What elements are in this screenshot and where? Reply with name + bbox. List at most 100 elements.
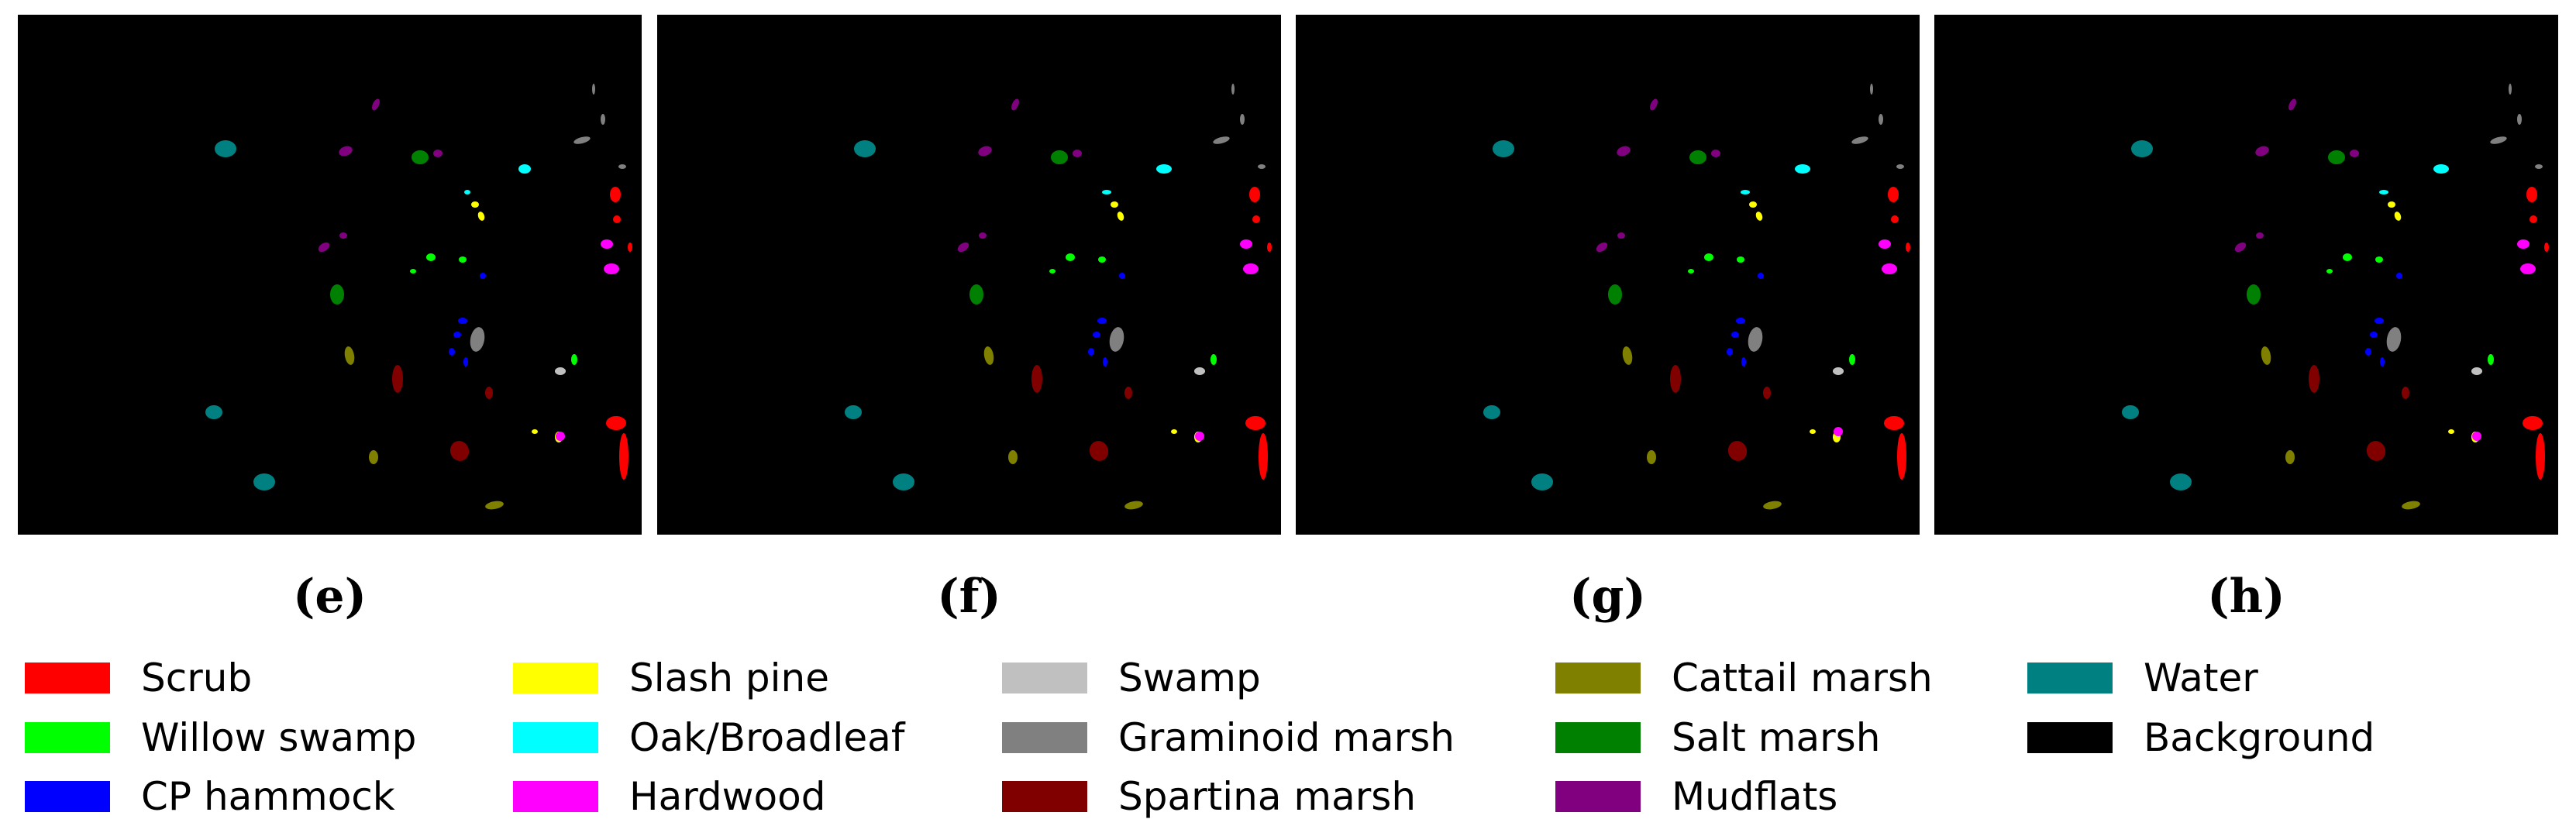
class-region bbox=[2328, 150, 2345, 164]
class-region bbox=[410, 269, 416, 274]
class-region bbox=[1884, 416, 1904, 430]
class-region bbox=[1741, 357, 1746, 367]
class-region bbox=[215, 140, 236, 157]
class-region bbox=[2309, 365, 2319, 393]
class-region bbox=[2536, 433, 2545, 480]
class-region bbox=[318, 242, 330, 253]
legend-swatch bbox=[1002, 663, 1087, 693]
class-region bbox=[1749, 201, 1757, 208]
class-region bbox=[1213, 136, 1230, 144]
legend-label: Salt marsh bbox=[1672, 715, 1881, 760]
class-region bbox=[1834, 427, 1843, 436]
panel-caption-g: (g) bbox=[1569, 570, 1646, 624]
class-region bbox=[253, 473, 275, 490]
class-region bbox=[372, 98, 380, 111]
class-region bbox=[2386, 327, 2402, 352]
class-region bbox=[2530, 215, 2537, 223]
class-region bbox=[606, 416, 626, 430]
class-region bbox=[2517, 239, 2530, 249]
legend-label: Scrub bbox=[141, 656, 253, 700]
class-region bbox=[2375, 256, 2383, 263]
class-region bbox=[1647, 450, 1656, 464]
class-region bbox=[1727, 441, 1748, 461]
class-region bbox=[1670, 365, 1681, 393]
class-region bbox=[2350, 150, 2359, 157]
class-region bbox=[1758, 273, 1764, 279]
class-region bbox=[2122, 405, 2139, 419]
class-region bbox=[571, 354, 577, 365]
class-region bbox=[969, 284, 983, 305]
class-region bbox=[2343, 253, 2352, 261]
class-region bbox=[433, 150, 443, 157]
class-region bbox=[2448, 429, 2454, 434]
class-region bbox=[601, 114, 605, 125]
class-region bbox=[592, 84, 595, 95]
panel-caption-h: (h) bbox=[2207, 570, 2285, 624]
class-region bbox=[1093, 332, 1100, 338]
class-region bbox=[1051, 150, 1068, 164]
legend-swatch bbox=[513, 781, 598, 812]
class-region bbox=[845, 405, 862, 419]
class-region bbox=[1897, 433, 1906, 480]
class-region bbox=[1906, 243, 1910, 252]
class-region bbox=[412, 150, 429, 164]
classification-map-h bbox=[1934, 15, 2558, 535]
class-region bbox=[628, 243, 632, 252]
legend-label: Mudflats bbox=[1672, 774, 1838, 819]
class-region bbox=[1755, 212, 1763, 221]
class-region bbox=[339, 146, 353, 157]
class-region bbox=[1267, 243, 1272, 252]
class-region bbox=[339, 232, 347, 239]
legend-item-willow-swamp: Willow swamp bbox=[25, 714, 416, 761]
class-region bbox=[464, 190, 470, 194]
class-region bbox=[1731, 332, 1739, 338]
legend-label: Willow swamp bbox=[141, 715, 417, 760]
class-region bbox=[1763, 387, 1771, 399]
class-region bbox=[2523, 416, 2543, 430]
class-region bbox=[2520, 263, 2536, 274]
class-region bbox=[1194, 367, 1205, 375]
class-region bbox=[205, 405, 222, 419]
legend-swatch bbox=[1002, 781, 1087, 812]
legend-item-cattail-marsh: Cattail marsh bbox=[1555, 655, 1933, 701]
class-region bbox=[1810, 429, 1816, 434]
class-region bbox=[1089, 441, 1109, 461]
class-region bbox=[1119, 273, 1125, 279]
legend-item-oak-broadleaf: Oak/Broadleaf bbox=[513, 714, 904, 761]
class-region bbox=[449, 441, 470, 461]
legend-item-cp-hammock: CP hammock bbox=[25, 773, 395, 820]
class-region bbox=[978, 146, 992, 157]
class-region bbox=[1240, 239, 1252, 249]
class-region bbox=[2488, 354, 2494, 365]
class-region bbox=[2375, 318, 2384, 324]
class-region bbox=[2490, 136, 2507, 144]
class-region bbox=[1243, 263, 1259, 274]
class-region bbox=[426, 253, 436, 261]
class-region bbox=[1259, 433, 1268, 480]
class-region bbox=[2285, 450, 2295, 464]
class-region bbox=[1098, 256, 1106, 263]
legend-label: Oak/Broadleaf bbox=[629, 715, 905, 760]
class-region bbox=[1888, 187, 1899, 202]
classification-map-f bbox=[657, 15, 1281, 535]
class-region bbox=[1066, 253, 1075, 261]
class-region bbox=[2509, 84, 2512, 95]
class-region bbox=[1493, 140, 1514, 157]
class-region bbox=[619, 433, 629, 480]
legend-label: Water bbox=[2144, 656, 2258, 700]
class-region bbox=[2131, 140, 2153, 157]
legend-item-spartina-marsh: Spartina marsh bbox=[1002, 773, 1416, 820]
class-region bbox=[2247, 284, 2261, 305]
class-region bbox=[1741, 190, 1750, 194]
legend-item-background: Background bbox=[2027, 714, 2375, 761]
class-region bbox=[1882, 263, 1897, 274]
class-region bbox=[1795, 164, 1810, 174]
class-region bbox=[2544, 243, 2549, 252]
class-region bbox=[1109, 327, 1124, 352]
class-region bbox=[2388, 201, 2395, 208]
legend-label: Background bbox=[2144, 715, 2375, 760]
class-region bbox=[1596, 242, 1608, 253]
legend-swatch bbox=[25, 781, 110, 812]
class-region bbox=[1851, 136, 1868, 144]
class-region bbox=[618, 164, 626, 169]
